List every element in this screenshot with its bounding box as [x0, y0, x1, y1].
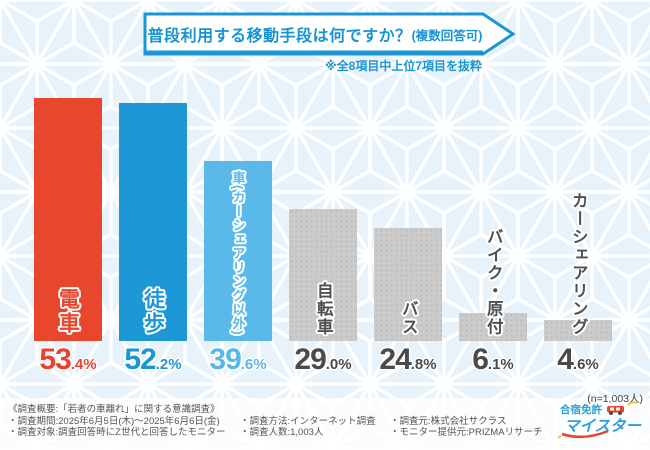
- yellow-accent: [553, 435, 562, 439]
- yellow-accent: [627, 401, 638, 406]
- bar-column-car: 車(カーシェアリング以外) 39.6%: [204, 0, 272, 450]
- excerpt-note: ※全8項目中上位7項目を抜粋: [324, 59, 482, 73]
- bar-label: 徒歩: [141, 288, 165, 336]
- title-suffix: (複数回答可): [411, 28, 483, 43]
- survey-monitor: ・モニター提供元:PRIZMAリサーチ: [390, 427, 543, 438]
- survey-summary: 《調査概要:「若者の車離れ」に関する意識調査》 ・調査期間:2025年6月5日(…: [8, 404, 543, 439]
- bar-value: 24.8%: [379, 343, 437, 376]
- bar-column-train: 電車 53.4%: [34, 0, 102, 450]
- bar-value: 4.6%: [557, 343, 599, 376]
- banner-arrow-shape: [143, 12, 516, 56]
- bar-column-bus: バス 24.8%: [374, 0, 442, 450]
- bar-value: 6.1%: [472, 343, 514, 376]
- survey-row: ・調査期間:2025年6月5日(木)〜2025年6月6日(金) ・調査方法:イン…: [8, 416, 543, 428]
- bar-label: 電車: [56, 288, 80, 336]
- logo-graphic: 合宿免許 マイスター: [553, 401, 642, 439]
- bar: [119, 103, 187, 341]
- bar-value: 39.6%: [209, 343, 267, 376]
- brand-logo: 合宿免許 マイスター: [553, 398, 644, 445]
- bar: [289, 209, 357, 341]
- bar-value: 53.4%: [39, 343, 97, 376]
- bar: [204, 161, 272, 341]
- footer-background-band: [0, 398, 650, 450]
- survey-source: ・調査元:株式会社サクラス: [390, 415, 507, 427]
- logo-line2: マイスター: [564, 418, 642, 435]
- title-text: 普段利用する移動手段は何ですか？: [147, 28, 412, 45]
- bar-column-bicycle: 自転車 29.0%: [289, 0, 357, 450]
- bar: [34, 98, 102, 341]
- sample-size: (n=1,003人): [587, 393, 643, 405]
- survey-count: ・調査人数:1,003人: [240, 427, 324, 438]
- bar: [544, 320, 612, 341]
- bar-label: 自転車: [314, 282, 333, 336]
- car-icon: [607, 406, 624, 415]
- bar-label: カーシェアリング: [569, 192, 588, 336]
- bar-column-walk: 徒歩 52.2%: [119, 0, 187, 450]
- bar-label: バス: [399, 300, 418, 336]
- bar: [459, 313, 527, 341]
- survey-method: ・調査方法:インターネット調査: [240, 415, 376, 427]
- page-title: 普段利用する移動手段は何ですか？ (複数回答可): [143, 12, 487, 56]
- bar-label: 車(カーシェアリング以外): [230, 171, 246, 336]
- bar-value: 29.0%: [294, 343, 352, 376]
- bar-label: バイク・原付: [484, 228, 503, 336]
- logo-line1: 合宿免許: [559, 403, 602, 416]
- survey-period: ・調査期間:2025年6月5日(木)〜2025年6月6日(金): [8, 415, 220, 427]
- survey-heading: 《調査概要:「若者の車離れ」に関する意識調査》: [8, 404, 220, 415]
- bar-column-carshare: カーシェアリング 4.6%: [544, 0, 612, 450]
- survey-target: ・調査対象:調査回答時にZ世代と回答したモニター: [8, 427, 226, 438]
- bar-column-motorbike: バイク・原付 6.1%: [459, 0, 527, 450]
- bar-value: 52.2%: [124, 343, 182, 376]
- red-swoosh: [561, 429, 609, 439]
- bar: [374, 228, 442, 341]
- survey-row: ・調査対象:調査回答時にZ世代と回答したモニター ・調査人数:1,003人 ・モ…: [8, 427, 543, 439]
- title-banner: 普段利用する移動手段は何ですか？ (複数回答可): [143, 12, 521, 56]
